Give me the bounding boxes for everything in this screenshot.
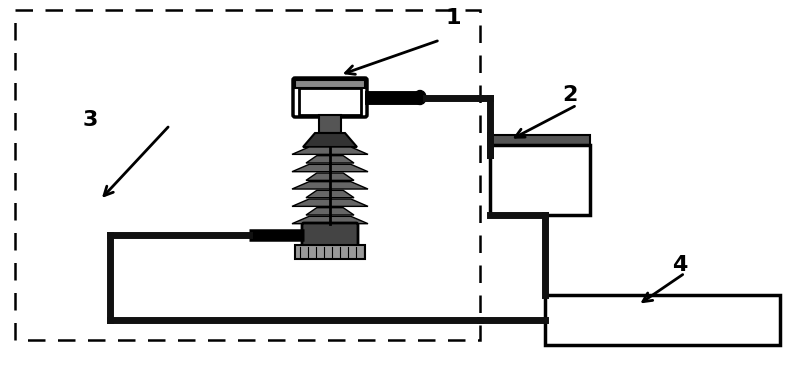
Polygon shape <box>292 216 368 224</box>
Text: 3: 3 <box>82 110 98 130</box>
Polygon shape <box>306 208 354 215</box>
Bar <box>15 10 480 340</box>
Bar <box>545 295 780 345</box>
FancyBboxPatch shape <box>302 223 358 247</box>
Polygon shape <box>306 190 354 198</box>
Polygon shape <box>303 133 357 147</box>
Bar <box>490 145 590 215</box>
Bar <box>490 135 590 145</box>
Polygon shape <box>292 199 368 206</box>
Text: 4: 4 <box>672 255 688 275</box>
Bar <box>319 115 341 133</box>
Ellipse shape <box>414 90 426 105</box>
Polygon shape <box>292 164 368 172</box>
Polygon shape <box>306 173 354 180</box>
Polygon shape <box>292 182 368 189</box>
Bar <box>295 80 365 88</box>
Bar <box>295 245 365 259</box>
Bar <box>299 88 361 115</box>
Text: 2: 2 <box>562 85 578 105</box>
Polygon shape <box>306 156 354 163</box>
Polygon shape <box>292 147 368 154</box>
Text: 1: 1 <box>446 8 461 28</box>
